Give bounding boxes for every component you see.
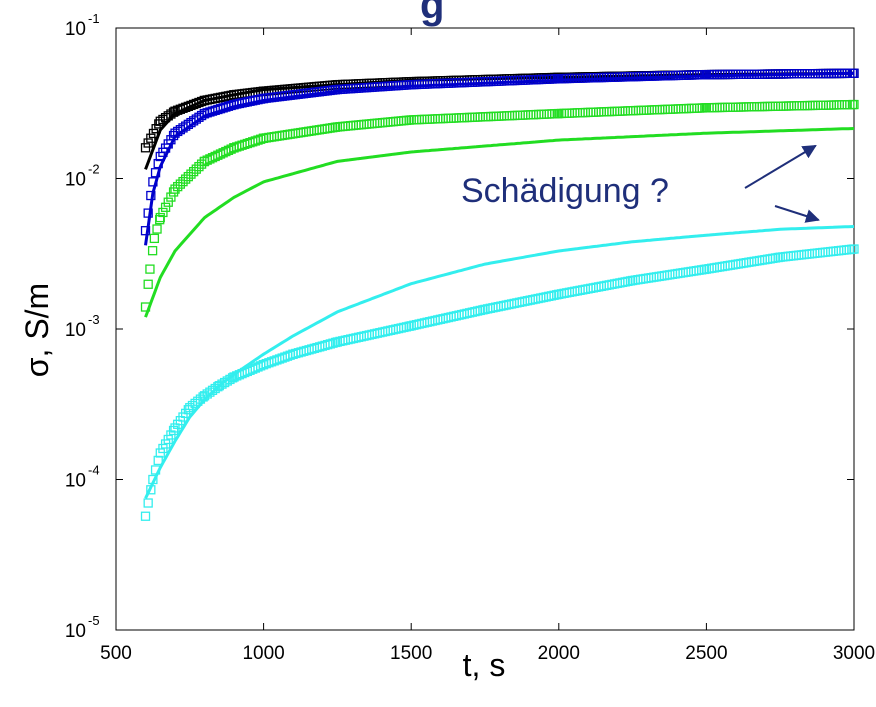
series-7 [144, 225, 855, 499]
series-4 [140, 99, 859, 312]
series-marker [217, 379, 227, 389]
series-marker [140, 143, 151, 153]
series-marker [194, 161, 204, 172]
series-marker [188, 166, 199, 177]
y-tick-label: 10 [65, 471, 86, 492]
y-tick-exponent: -4 [88, 463, 100, 478]
x-tick-label: 2000 [538, 643, 580, 664]
series-marker [849, 244, 859, 254]
y-tick-label: 10 [65, 19, 86, 40]
series-marker [170, 184, 180, 194]
x-tick-label: 500 [100, 643, 132, 664]
series-line [144, 71, 855, 246]
y-tick-exponent: -5 [88, 613, 100, 628]
series-layer [140, 68, 859, 521]
y-tick-label: 10 [65, 621, 86, 642]
series-marker [140, 511, 151, 521]
y-axis-ticks: 10-510-410-310-210-1 [65, 11, 854, 642]
x-axis-ticks: 500 1000 1500 2000 2500 3000 [100, 28, 875, 664]
y-tick-exponent: -3 [88, 312, 100, 327]
series-marker [147, 246, 158, 256]
series-marker [143, 279, 153, 289]
series-marker [214, 381, 224, 391]
y-tick-exponent: -1 [88, 11, 100, 26]
series-line [144, 127, 855, 318]
series-marker [178, 176, 188, 187]
series-marker [143, 498, 153, 508]
y-tick-label: 10 [65, 320, 86, 341]
series-marker [152, 224, 162, 234]
y-axis-label: σ, S/m [19, 283, 55, 377]
series-marker [145, 264, 155, 274]
series-marker [158, 207, 168, 218]
plot-area [115, 27, 855, 631]
plot-frame [115, 27, 855, 631]
series-marker [186, 169, 196, 179]
series-marker [175, 179, 186, 189]
series-3 [144, 71, 855, 246]
series-marker [191, 164, 201, 174]
x-tick-label: 2500 [685, 643, 727, 664]
series-marker [325, 339, 335, 349]
series-marker [160, 202, 171, 212]
x-axis-label: t, s [463, 647, 506, 683]
series-marker [219, 377, 230, 388]
series-marker [143, 138, 153, 148]
annotation-arrow [744, 144, 817, 189]
chart-title-fragment: g [420, 0, 444, 27]
y-tick-label: 10 [65, 170, 86, 191]
series-line [144, 225, 855, 499]
series-marker [146, 133, 156, 143]
annotation-text: Schädigung ? [461, 172, 669, 210]
series-5 [144, 127, 855, 318]
series-marker [849, 99, 859, 110]
x-tick-label: 1500 [390, 643, 432, 664]
series-marker [155, 212, 165, 223]
series-marker [149, 233, 160, 244]
x-tick-label: 1000 [242, 643, 284, 664]
annotation-arrow [774, 205, 820, 223]
x-tick-label: 3000 [833, 643, 875, 664]
series-marker [163, 197, 173, 207]
annotation-layer: Schädigung ? [461, 144, 820, 223]
series-marker [183, 171, 193, 182]
series-marker [181, 174, 191, 184]
y-tick-exponent: -2 [88, 162, 100, 177]
series-marker [173, 181, 183, 192]
